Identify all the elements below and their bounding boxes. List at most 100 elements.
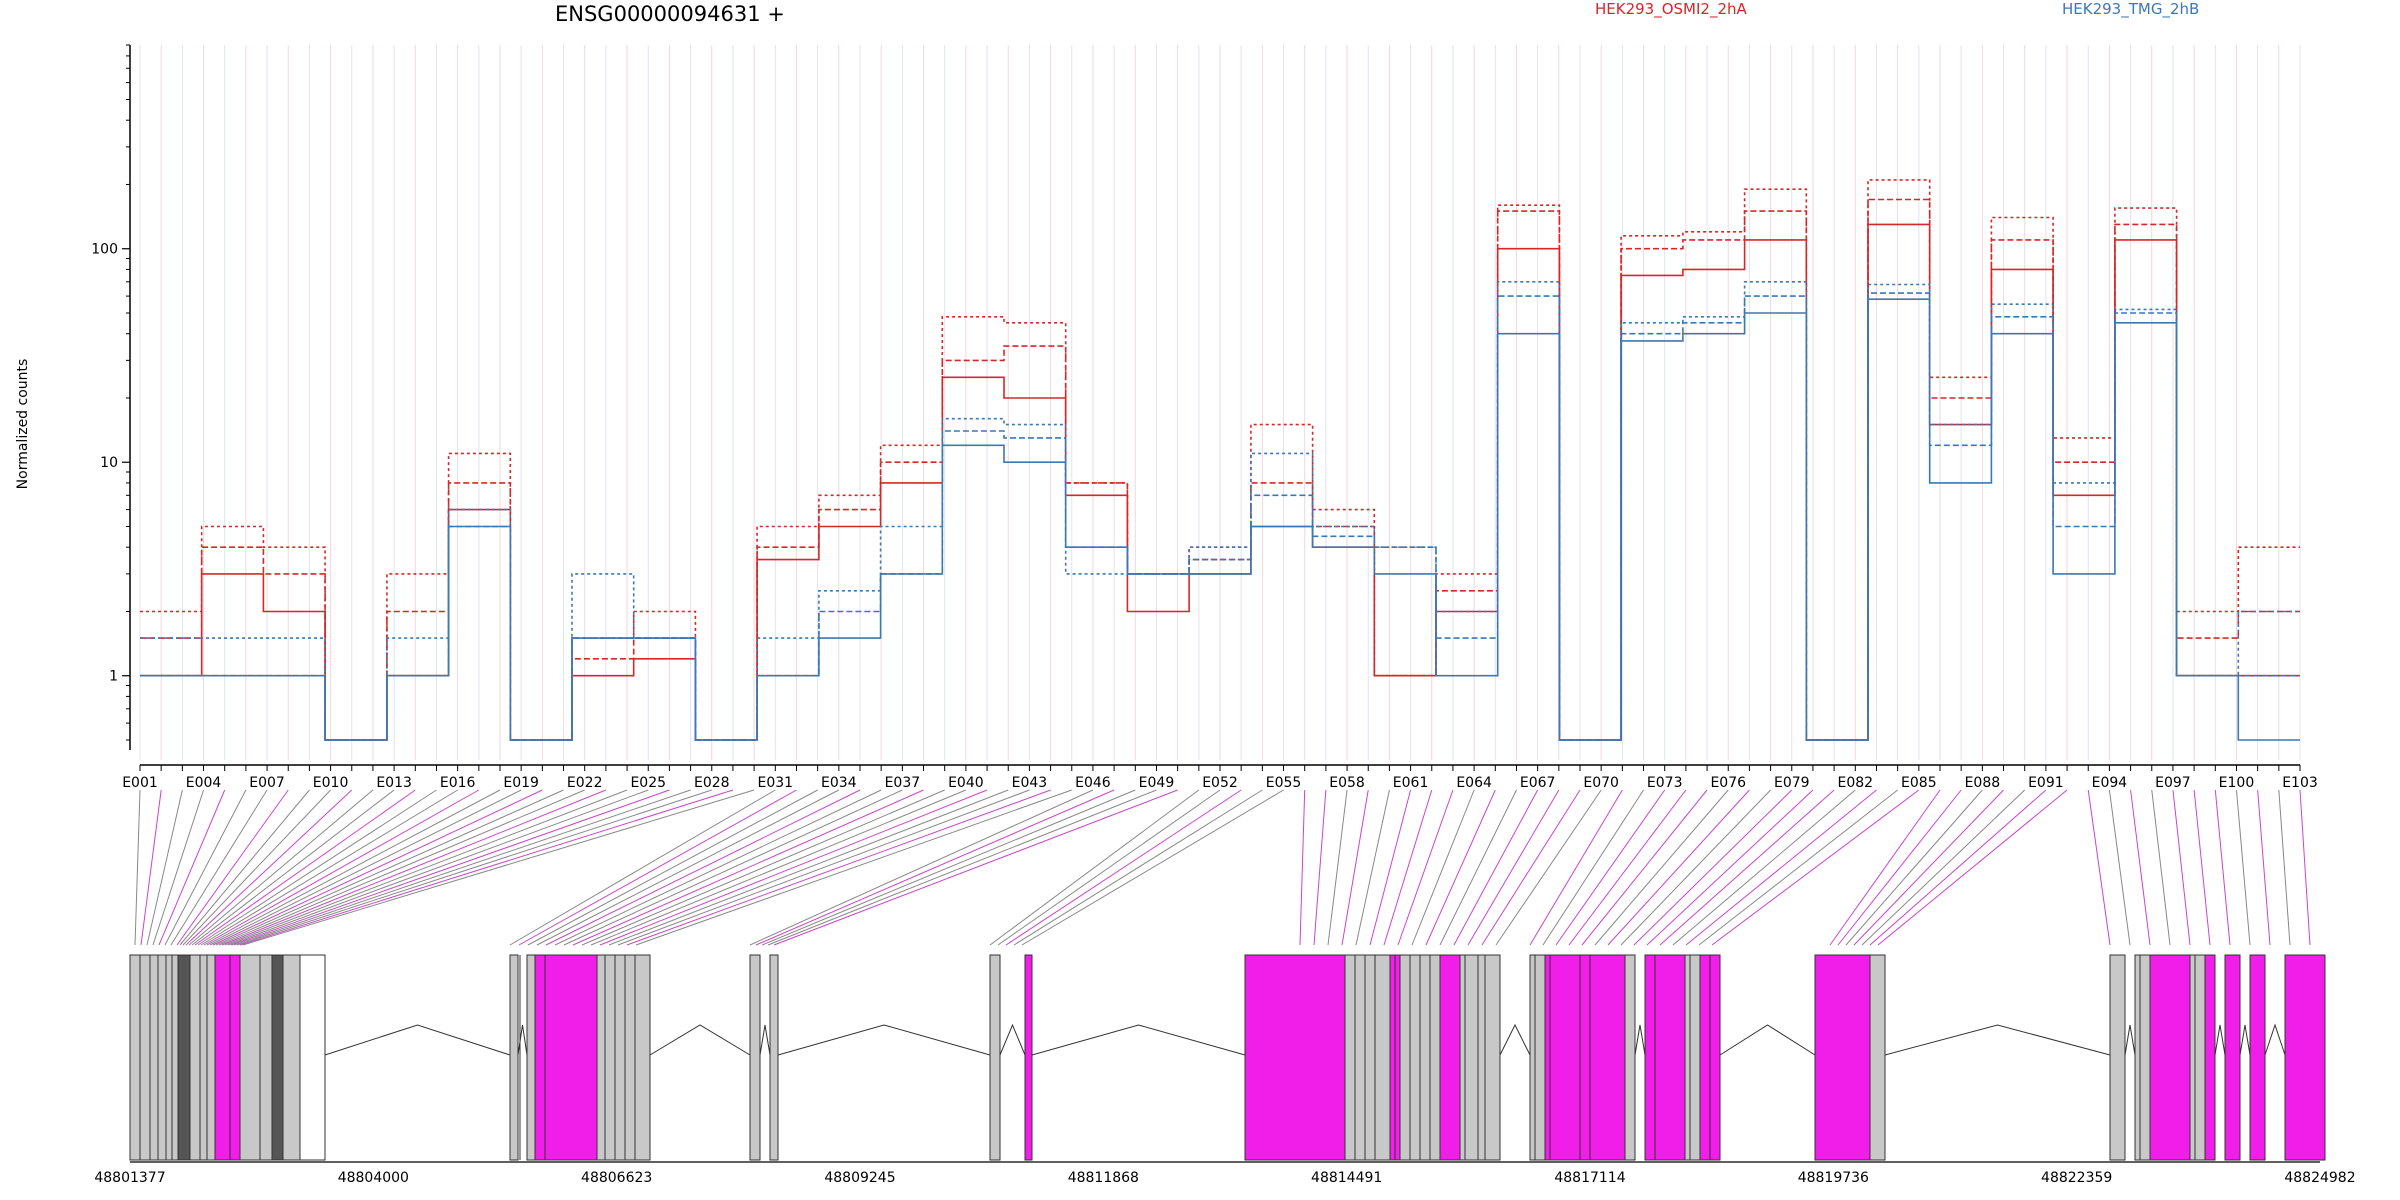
- exon-connector: [635, 789, 1072, 946]
- exon-connector: [1529, 789, 1623, 946]
- exon-block: [2189, 954, 2206, 1161]
- intron-line: [999, 1023, 1026, 1056]
- x-tick-label: E031: [758, 775, 794, 791]
- x-tick-label: E061: [1393, 775, 1429, 791]
- exon-block: [1544, 954, 1581, 1161]
- exon-connector: [1555, 789, 1666, 946]
- exon-connector: [1568, 789, 1687, 946]
- exon-connector: [242, 789, 755, 946]
- x-tick-label: E046: [1075, 775, 1111, 791]
- exon-connector: [197, 789, 437, 946]
- exon-connector: [563, 789, 903, 946]
- exon-connector: [2108, 789, 2131, 946]
- x-tick-label: E076: [1710, 775, 1746, 791]
- exon-connector: [581, 789, 945, 946]
- exon-block: [1344, 954, 1376, 1161]
- exon-axis: E001 E004 E007 E010 E013 E016 E019 E022 E025 E028…: [122, 764, 2318, 791]
- exon-connector: [227, 789, 649, 946]
- y-tick-label: 1: [109, 669, 118, 685]
- x-tick-label: E055: [1266, 775, 1302, 791]
- exon-connectors: [134, 789, 2311, 946]
- exon-connector: [1013, 789, 1263, 946]
- exon-connector: [1853, 789, 2004, 946]
- genomic-axis: 48801377 48804000 48806623 48809245 48811868…: [94, 1161, 2356, 1186]
- exon-block: [271, 954, 284, 1161]
- chart-title: ENSG00000094631 +: [555, 2, 785, 26]
- legend-tmg: HEK293_TMG_2hB: [2062, 0, 2200, 18]
- exon-connector: [203, 789, 480, 946]
- exon-connector: [1467, 789, 1560, 946]
- exon-connector: [191, 789, 395, 946]
- exon-connector: [1633, 789, 1793, 946]
- exon-connector: [2130, 789, 2151, 946]
- intron-line: [1031, 1024, 1246, 1056]
- x-tick-label: E022: [567, 775, 603, 791]
- x-tick-label: E001: [122, 775, 158, 791]
- exon-connector: [761, 789, 1136, 946]
- exon-block: [2109, 954, 2126, 1161]
- x-tick-label: E019: [503, 775, 539, 791]
- exon-connector: [134, 789, 141, 946]
- exon-connector: [233, 789, 691, 946]
- exon-connector: [176, 789, 289, 946]
- exon-connector: [164, 789, 247, 946]
- exon-connector: [1672, 789, 1856, 946]
- exon-connector: [1397, 789, 1454, 946]
- genomic-tick-label: 48819736: [1798, 1170, 1869, 1186]
- exon-connector: [239, 789, 734, 946]
- exon-block: [1477, 954, 1501, 1161]
- exon-connector: [1411, 789, 1475, 946]
- x-tick-label: E004: [186, 775, 222, 791]
- intron-line: [759, 1024, 771, 1056]
- intron-line: [2239, 1024, 2251, 1056]
- x-tick-label: E091: [2028, 775, 2064, 791]
- x-tick-label: E010: [313, 775, 349, 791]
- exon-block: [596, 954, 651, 1161]
- exon-connector: [230, 789, 670, 946]
- exon-connector: [2299, 789, 2311, 946]
- genomic-tick-label: 48822359: [2041, 1170, 2112, 1186]
- exon-connector: [185, 789, 353, 946]
- series-lines: [140, 179, 2300, 741]
- intron-line: [517, 1024, 528, 1056]
- exon-block: [1529, 954, 1546, 1161]
- exon-connector: [140, 789, 162, 946]
- exon-connector: [221, 789, 607, 946]
- exon-connector: [1021, 789, 1284, 946]
- x-tick-label: E070: [1583, 775, 1619, 791]
- x-tick-label: E097: [2155, 775, 2191, 791]
- exon-connector: [1005, 789, 1242, 946]
- exon-block: [2204, 954, 2216, 1161]
- exon-block: [2149, 954, 2191, 1161]
- exon-block: [177, 954, 191, 1161]
- exon-block: [2249, 954, 2266, 1161]
- intron-line: [324, 1024, 511, 1056]
- exon-block: [2224, 954, 2241, 1161]
- x-tick-label: E034: [821, 775, 857, 791]
- exon-connector: [1581, 789, 1708, 946]
- exon-connector: [170, 789, 268, 946]
- x-tick-label: E025: [630, 775, 666, 791]
- x-tick-label: E007: [249, 775, 285, 791]
- exon-block: [1814, 954, 1871, 1161]
- exon-connector: [572, 789, 924, 946]
- exon-connector: [1659, 789, 1835, 946]
- intron-line: [649, 1024, 751, 1056]
- exon-connector: [224, 789, 628, 946]
- exon-connector: [200, 789, 458, 946]
- exon-connector: [536, 789, 840, 946]
- exon-block: [526, 954, 536, 1161]
- exon-connector: [1439, 789, 1517, 946]
- genomic-tick-label: 48809245: [824, 1170, 895, 1186]
- exon-connector: [1620, 789, 1771, 946]
- x-tick-label: E013: [376, 775, 412, 791]
- exon-connector: [179, 789, 310, 946]
- x-tick-label: E028: [694, 775, 730, 791]
- exon-block: [1579, 954, 1626, 1161]
- exon-connector: [206, 789, 501, 946]
- exon-block: [1644, 954, 1686, 1161]
- exon-block: [129, 954, 179, 1161]
- x-tick-label: E103: [2282, 775, 2318, 791]
- x-tick-label: E040: [948, 775, 984, 791]
- exon-connector: [2235, 789, 2251, 946]
